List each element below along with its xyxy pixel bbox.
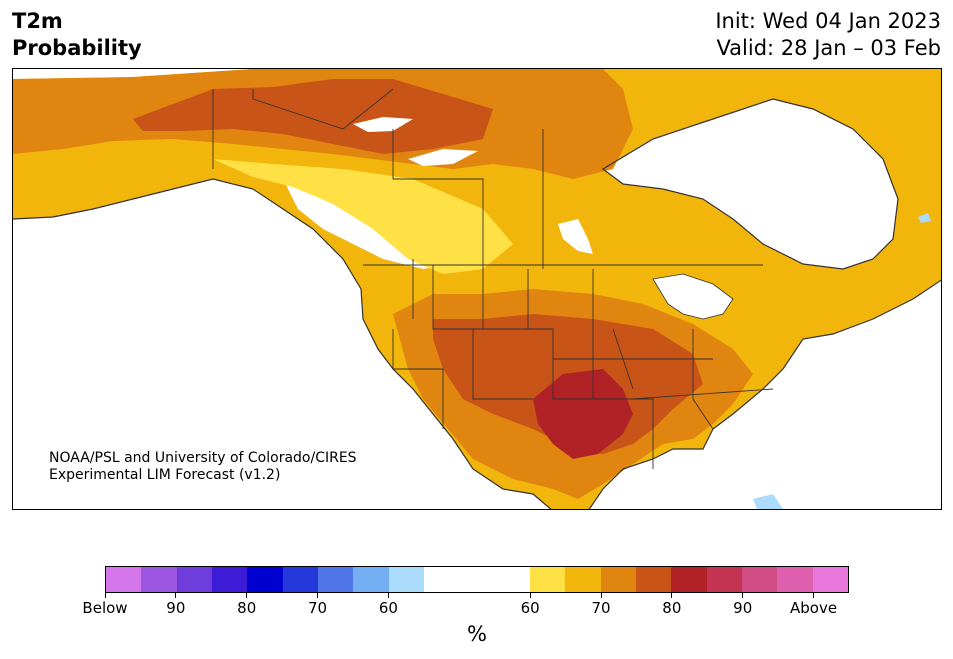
colorbar-segment: [282, 567, 318, 592]
great-lakes: [652, 273, 734, 320]
map-svg: [13, 69, 941, 509]
colorbar-segment: [176, 567, 212, 592]
colorbar-segment: [565, 567, 601, 592]
credit-line-2: Experimental LIM Forecast (v1.2): [49, 467, 281, 483]
colorbar-unit: %: [467, 622, 487, 646]
colorbar-tick-label: 90: [733, 599, 753, 617]
colorbar-segment: [353, 567, 389, 592]
colorbar-tick-label: 80: [662, 599, 682, 617]
land-white-northeast: [603, 99, 898, 269]
colorbar-segment: [247, 567, 283, 592]
colorbar-tick-label: 80: [237, 599, 257, 617]
coastlines: [13, 98, 941, 509]
colorbar-tickmark: [600, 593, 602, 598]
colorbar-segment: [706, 567, 742, 592]
colorbar-segment: [671, 567, 707, 592]
colorbar-tick-label: Above: [790, 599, 838, 617]
lightblue-patch-1: [918, 213, 931, 223]
colorbar-tickmark: [317, 593, 319, 598]
figure-title: T2m Probability: [12, 8, 142, 62]
title-line-1: T2m: [12, 9, 63, 33]
lake-north-1: [353, 117, 413, 132]
colorbar-tick-label: 60: [378, 599, 398, 617]
data-credit: NOAA/PSL and University of Colorado/CIRE…: [49, 450, 357, 484]
colorbar-tick-label: 90: [166, 599, 186, 617]
lake-winnipeg: [558, 219, 593, 254]
colorbar-segment: [388, 567, 424, 592]
colorbar-tickmark: [742, 593, 744, 598]
colorbar: [105, 566, 849, 593]
colorbar-tick-label: 70: [591, 599, 611, 617]
yellow-band: [213, 159, 513, 274]
colorbar-segment: [211, 567, 248, 592]
colorbar-segment: [600, 567, 636, 592]
lightblue-patch-2: [753, 494, 783, 509]
colorbar-segment: [812, 567, 848, 592]
probability-map: [12, 68, 942, 510]
colorbar-tick-label: 60: [520, 599, 540, 617]
init-date: Init: Wed 04 Jan 2023: [715, 9, 941, 33]
colorbar-tickmark: [246, 593, 248, 598]
colorbar-segment: [777, 567, 813, 592]
credit-line-1: NOAA/PSL and University of Colorado/CIRE…: [49, 450, 357, 466]
colorbar-segment: [741, 567, 778, 592]
forecast-dates: Init: Wed 04 Jan 2023 Valid: 28 Jan – 03…: [715, 8, 941, 62]
red-core: [533, 369, 633, 459]
colorbar-tick-label: Below: [82, 599, 128, 617]
title-line-2: Probability: [12, 36, 142, 60]
valid-range: Valid: 28 Jan – 03 Feb: [716, 36, 941, 60]
colorbar-tickmark: [671, 593, 673, 598]
colorbar-tickmark: [387, 593, 389, 598]
colorbar-tickmark: [175, 593, 177, 598]
darkorange-north: [133, 79, 493, 154]
colorbar-segment: [529, 567, 566, 592]
colorbar-segment: [635, 567, 672, 592]
colorbar-tickmark: [529, 593, 531, 598]
colorbar-segment: [317, 567, 354, 592]
colorbar-tickmark: [104, 593, 106, 598]
colorbar-segment: [141, 567, 177, 592]
political-borders: [212, 88, 774, 469]
colorbar-tickmark: [813, 593, 815, 598]
colorbar-segment: [423, 567, 530, 592]
colorbar-segment: [106, 567, 142, 592]
lake-north-2: [408, 149, 478, 166]
colorbar-tick-label: 70: [308, 599, 328, 617]
